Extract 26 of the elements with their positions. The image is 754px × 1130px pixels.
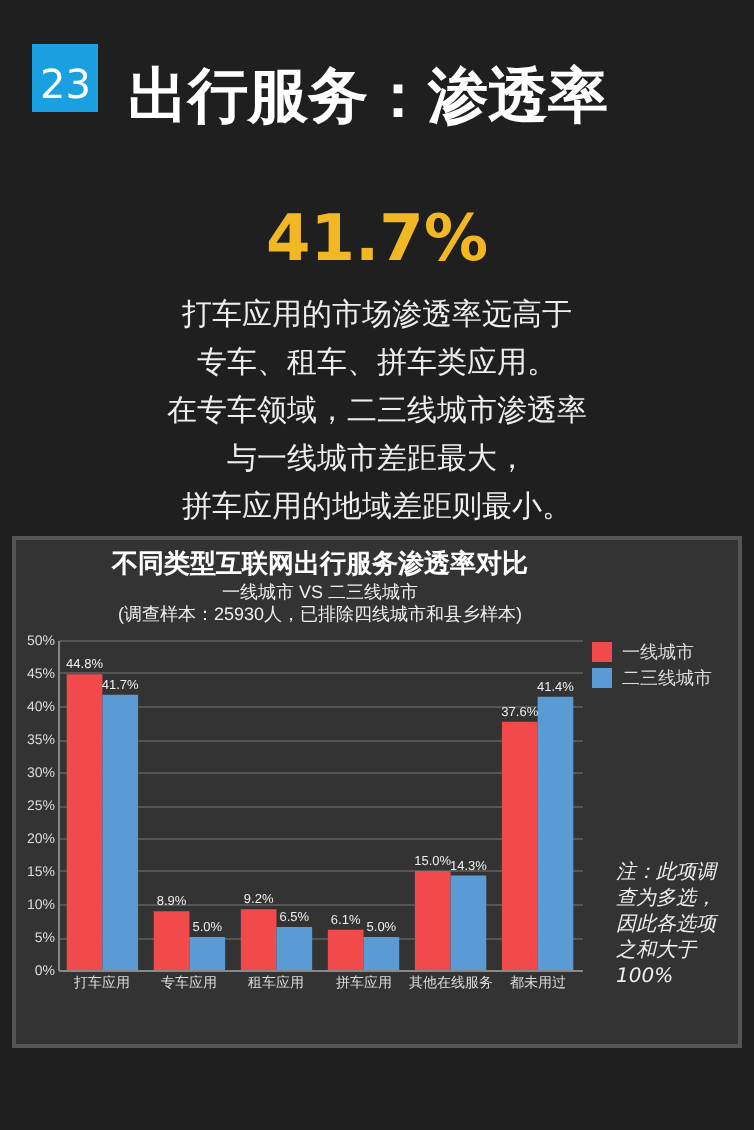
legend-label: 二三线城市 [622, 668, 712, 688]
text: 41.7% [263, 200, 490, 276]
text: 23 [32, 44, 99, 112]
text: 专车、租车、拼车类应用。 [195, 342, 559, 384]
bar [276, 927, 313, 970]
bar [240, 909, 277, 970]
bar [501, 721, 538, 970]
bar [363, 937, 400, 970]
bar [153, 911, 190, 970]
bar [102, 694, 139, 970]
chart-subtitle: 一线城市 VS 二三线城市 [221, 582, 419, 602]
bar [189, 937, 226, 970]
bar [66, 674, 103, 970]
text: 在专车领域，二三线城市渗透率 [165, 390, 589, 432]
legend-label: 一线城市 [622, 642, 694, 662]
text: 与一线城市差距最大， [225, 438, 529, 480]
bar [327, 929, 364, 970]
bar [537, 696, 574, 970]
bar [414, 871, 451, 970]
text: 打车应用的市场渗透率远高于 [180, 294, 574, 336]
text: 拼车应用的地域差距则最小。 [180, 486, 574, 528]
chart-title: 不同类型互联网出行服务渗透率对比 [110, 548, 528, 578]
bar [450, 875, 487, 970]
text: 出行服务：渗透率 [128, 60, 608, 136]
text: (调查样本：25930人，已排除四线城市和县乡样本) [117, 604, 523, 624]
text: 注：此项调查为多选，因此各选项之和大于100% [616, 860, 721, 990]
